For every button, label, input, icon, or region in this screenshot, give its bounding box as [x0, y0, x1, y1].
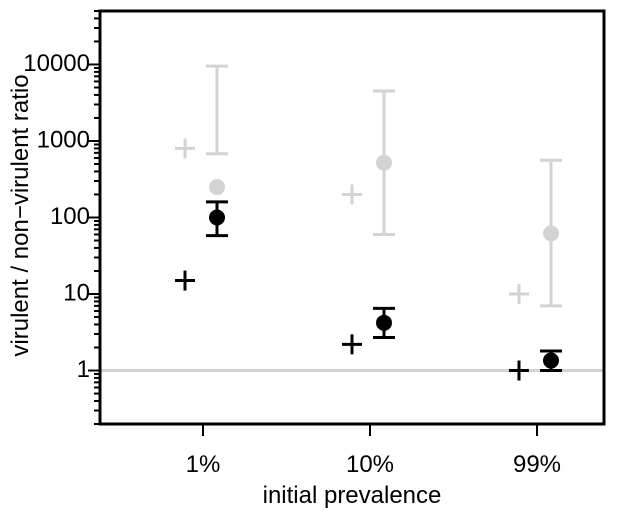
y-tick-label: 10: [63, 279, 90, 306]
circle-marker: [209, 209, 225, 226]
circle-marker: [543, 352, 559, 369]
y-axis-title: virulent / non−virulent ratio: [7, 74, 34, 356]
y-tick-label: 1: [77, 356, 90, 383]
plot-frame: [98, 9, 606, 426]
y-tick-label: 1000: [37, 126, 90, 153]
x-tick-label: 10%: [346, 451, 394, 478]
series-3: [175, 270, 529, 381]
series-2: [206, 64, 562, 308]
data-layer: [175, 64, 562, 381]
circle-marker: [209, 179, 225, 196]
circle-marker: [376, 154, 392, 171]
series-4: [206, 200, 562, 373]
x-tick-label: 99%: [513, 451, 561, 478]
x-tick-label: 1%: [186, 451, 221, 478]
x-ticks: [202, 424, 538, 436]
x-tick-labels: 1% 10% 99%: [186, 451, 561, 478]
y-tick-label: 100: [50, 203, 90, 230]
y-major-ticks: [88, 63, 100, 372]
series-1: [175, 138, 529, 305]
y-tick-label: 10000: [23, 50, 90, 77]
circle-marker: [376, 314, 392, 331]
circle-marker: [543, 225, 559, 242]
x-axis-title: initial prevalence: [263, 482, 442, 509]
y-tick-labels: 1 10 100 1000 10000: [23, 50, 90, 383]
